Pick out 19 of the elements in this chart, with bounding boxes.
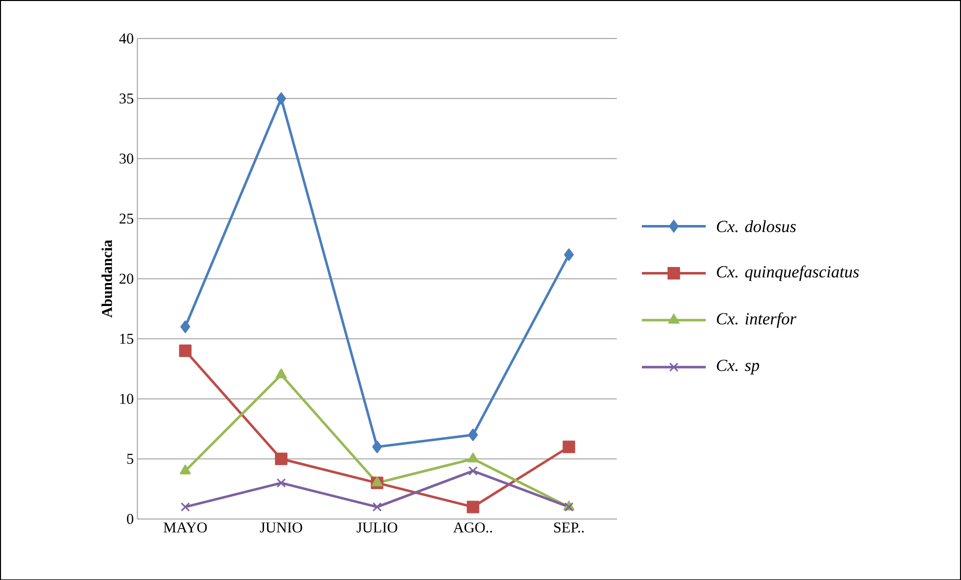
y-tick-label: 5 <box>127 454 134 464</box>
x-tick-label: MAYO <box>164 522 207 532</box>
y-axis-title: Abundancia <box>102 240 112 318</box>
y-tick-label: 15 <box>120 334 134 344</box>
y-tick-label: 20 <box>120 273 134 284</box>
y-tick-label: 0 <box>126 514 134 524</box>
y-tick-label: 35 <box>120 93 134 104</box>
y-tick-label: 10 <box>120 394 134 404</box>
y-tick-label: 40 <box>119 33 134 44</box>
x-tick-label: JULIO <box>356 522 398 532</box>
legend-label: Cx. interfor <box>716 312 796 328</box>
x-tick-label: SEP.. <box>554 522 584 532</box>
legend-label: Cx. sp <box>716 360 760 374</box>
legend-label: Cx. quinquefasciatus <box>716 265 859 281</box>
y-tick-label: 30 <box>120 153 134 164</box>
x-tick-label: AGO.. <box>453 522 492 532</box>
legend-label: Cx. dolosus <box>716 220 796 232</box>
y-tick-label: 25 <box>120 213 134 224</box>
x-tick-label: JUNIO <box>260 522 302 532</box>
